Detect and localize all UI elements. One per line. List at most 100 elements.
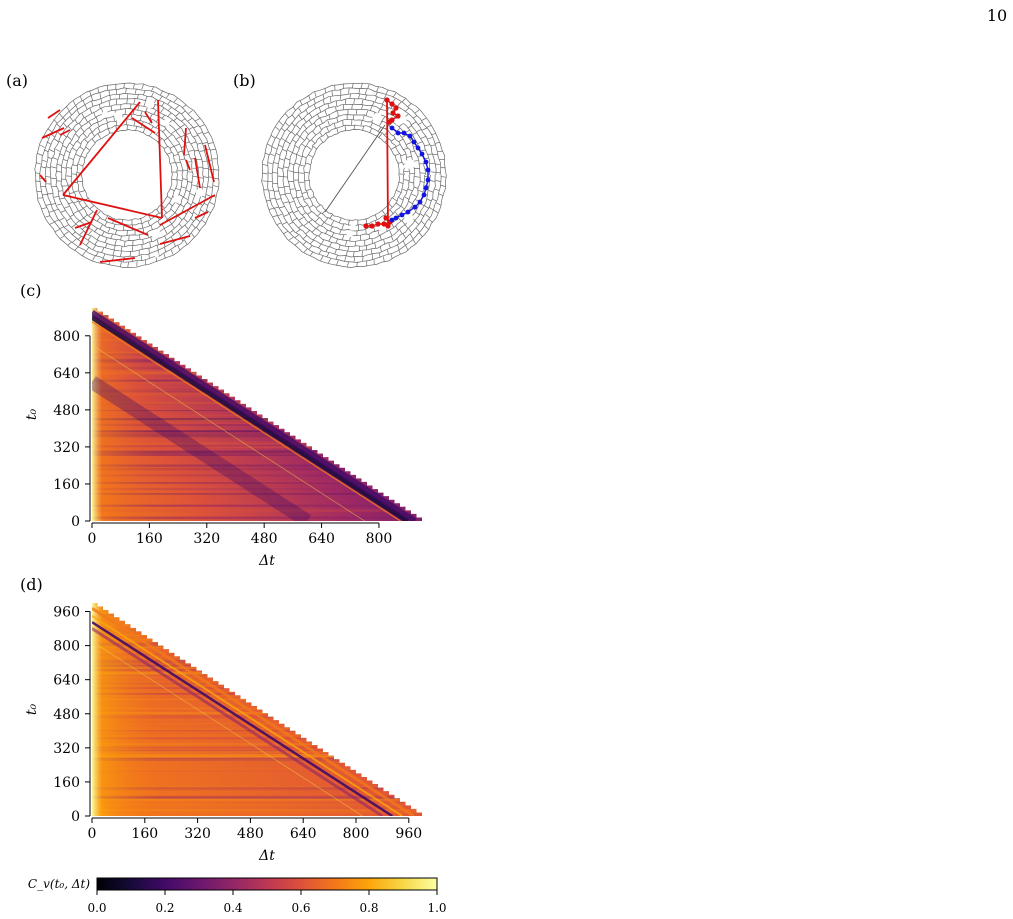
annulus-spoke bbox=[104, 237, 108, 243]
annulus-spoke bbox=[203, 176, 209, 178]
blue-node bbox=[415, 145, 421, 151]
annulus-spoke bbox=[428, 206, 434, 211]
annulus-spoke bbox=[407, 188, 413, 192]
annulus-spoke bbox=[39, 144, 45, 148]
annulus-spoke bbox=[262, 180, 268, 182]
annulus-spoke bbox=[324, 229, 329, 235]
thin-chord bbox=[324, 124, 386, 213]
heatmap-streak bbox=[92, 625, 422, 627]
annulus-spoke bbox=[73, 200, 79, 204]
annulus-spoke bbox=[353, 114, 355, 120]
annulus-spoke bbox=[403, 179, 410, 182]
annulus-spoke bbox=[412, 238, 416, 244]
heatmap-streak bbox=[92, 328, 422, 332]
annulus-spoke bbox=[177, 150, 183, 153]
annulus-spoke bbox=[360, 120, 363, 126]
annulus-spoke bbox=[213, 169, 219, 171]
annulus-spoke bbox=[143, 100, 147, 107]
annulus-spoke bbox=[153, 98, 157, 104]
annulus-ring bbox=[49, 98, 205, 252]
annulus-spoke bbox=[176, 179, 183, 182]
x-axis-label: Δt bbox=[258, 553, 275, 569]
panel-label-b: (b) bbox=[233, 71, 256, 90]
annulus-spoke bbox=[396, 189, 402, 193]
blue-node bbox=[412, 204, 418, 210]
annulus-spoke bbox=[272, 215, 278, 218]
annulus-spoke bbox=[85, 246, 90, 252]
annulus-spoke bbox=[79, 230, 84, 236]
annulus-spoke bbox=[160, 90, 164, 96]
annulus-spoke bbox=[94, 227, 98, 233]
annulus-spoke bbox=[304, 197, 310, 200]
annulus-spoke bbox=[69, 142, 74, 147]
annulus-spoke bbox=[71, 224, 77, 228]
annulus-spoke bbox=[53, 219, 59, 223]
y-axis-label: t₀ bbox=[24, 703, 40, 715]
annulus-spoke bbox=[110, 105, 113, 111]
annulus-spoke bbox=[96, 217, 101, 222]
blue-node bbox=[411, 139, 417, 145]
annulus-spoke bbox=[75, 104, 79, 110]
annulus-spoke bbox=[417, 141, 423, 144]
annulus-spoke bbox=[287, 211, 294, 214]
annulus-spoke bbox=[175, 187, 181, 191]
annulus-spoke bbox=[196, 226, 201, 232]
annulus-spoke bbox=[416, 128, 422, 132]
annulus-void bbox=[372, 113, 383, 123]
annulus-spoke bbox=[134, 88, 137, 94]
annulus-spoke bbox=[308, 154, 313, 158]
panel-label-d: (d) bbox=[20, 575, 43, 594]
annulus-spoke bbox=[355, 109, 358, 115]
annulus-spoke bbox=[55, 148, 61, 152]
annulus-spoke bbox=[308, 94, 311, 101]
heatmap-c: 0 160 320 480 640 800 0 160 320 480 640 800 Δt t₀ bbox=[24, 306, 422, 569]
annulus-spoke bbox=[427, 153, 433, 155]
annulus-spoke bbox=[163, 145, 169, 150]
annulus-spoke bbox=[206, 194, 212, 197]
annulus-spoke bbox=[171, 223, 175, 229]
annulus-spoke bbox=[126, 124, 128, 131]
annulus-spoke bbox=[275, 152, 281, 156]
blue-node bbox=[405, 209, 411, 215]
annulus-spoke bbox=[405, 244, 409, 250]
annulus-spoke bbox=[428, 190, 434, 193]
annulus-spoke bbox=[358, 88, 361, 94]
annulus-spoke bbox=[161, 114, 166, 120]
annulus-spoke bbox=[184, 153, 190, 156]
red-chord bbox=[386, 99, 389, 227]
annulus-spoke bbox=[50, 202, 57, 205]
annulus-spoke bbox=[277, 175, 283, 177]
annulus-spoke bbox=[101, 231, 105, 236]
blue-node bbox=[423, 185, 429, 191]
annulus-spoke bbox=[308, 119, 313, 125]
annulus-spoke bbox=[275, 136, 281, 141]
annulus-spoke bbox=[107, 128, 111, 134]
annulus-spoke bbox=[294, 234, 299, 239]
annulus-spoke bbox=[164, 247, 167, 253]
annulus-spoke bbox=[197, 131, 203, 135]
annulus-spoke bbox=[75, 153, 81, 157]
annulus-spoke bbox=[435, 171, 441, 174]
annulus-spoke bbox=[45, 176, 51, 178]
annulus-spoke bbox=[336, 127, 339, 133]
annulus-void bbox=[114, 111, 123, 120]
red-segment bbox=[62, 194, 163, 219]
annulus-spoke bbox=[157, 250, 160, 256]
annulus-spoke bbox=[329, 226, 334, 231]
annulus-spoke bbox=[296, 154, 302, 158]
annulus-spoke bbox=[74, 119, 78, 125]
annulus-spoke bbox=[388, 203, 393, 208]
annulus-spoke bbox=[68, 110, 72, 116]
red-segment bbox=[79, 209, 98, 246]
annulus-spoke bbox=[186, 202, 192, 206]
heatmap-diagonal-band bbox=[92, 641, 363, 816]
annulus-spoke bbox=[126, 98, 128, 104]
annulus-spoke bbox=[181, 104, 187, 109]
annulus-spoke bbox=[69, 213, 75, 218]
annulus-spoke bbox=[298, 108, 302, 113]
annulus-spoke bbox=[164, 235, 167, 241]
annulus-spoke bbox=[177, 245, 181, 251]
annulus-spoke bbox=[383, 256, 385, 262]
annulus-spoke bbox=[95, 251, 99, 257]
annulus-spoke bbox=[141, 222, 144, 229]
